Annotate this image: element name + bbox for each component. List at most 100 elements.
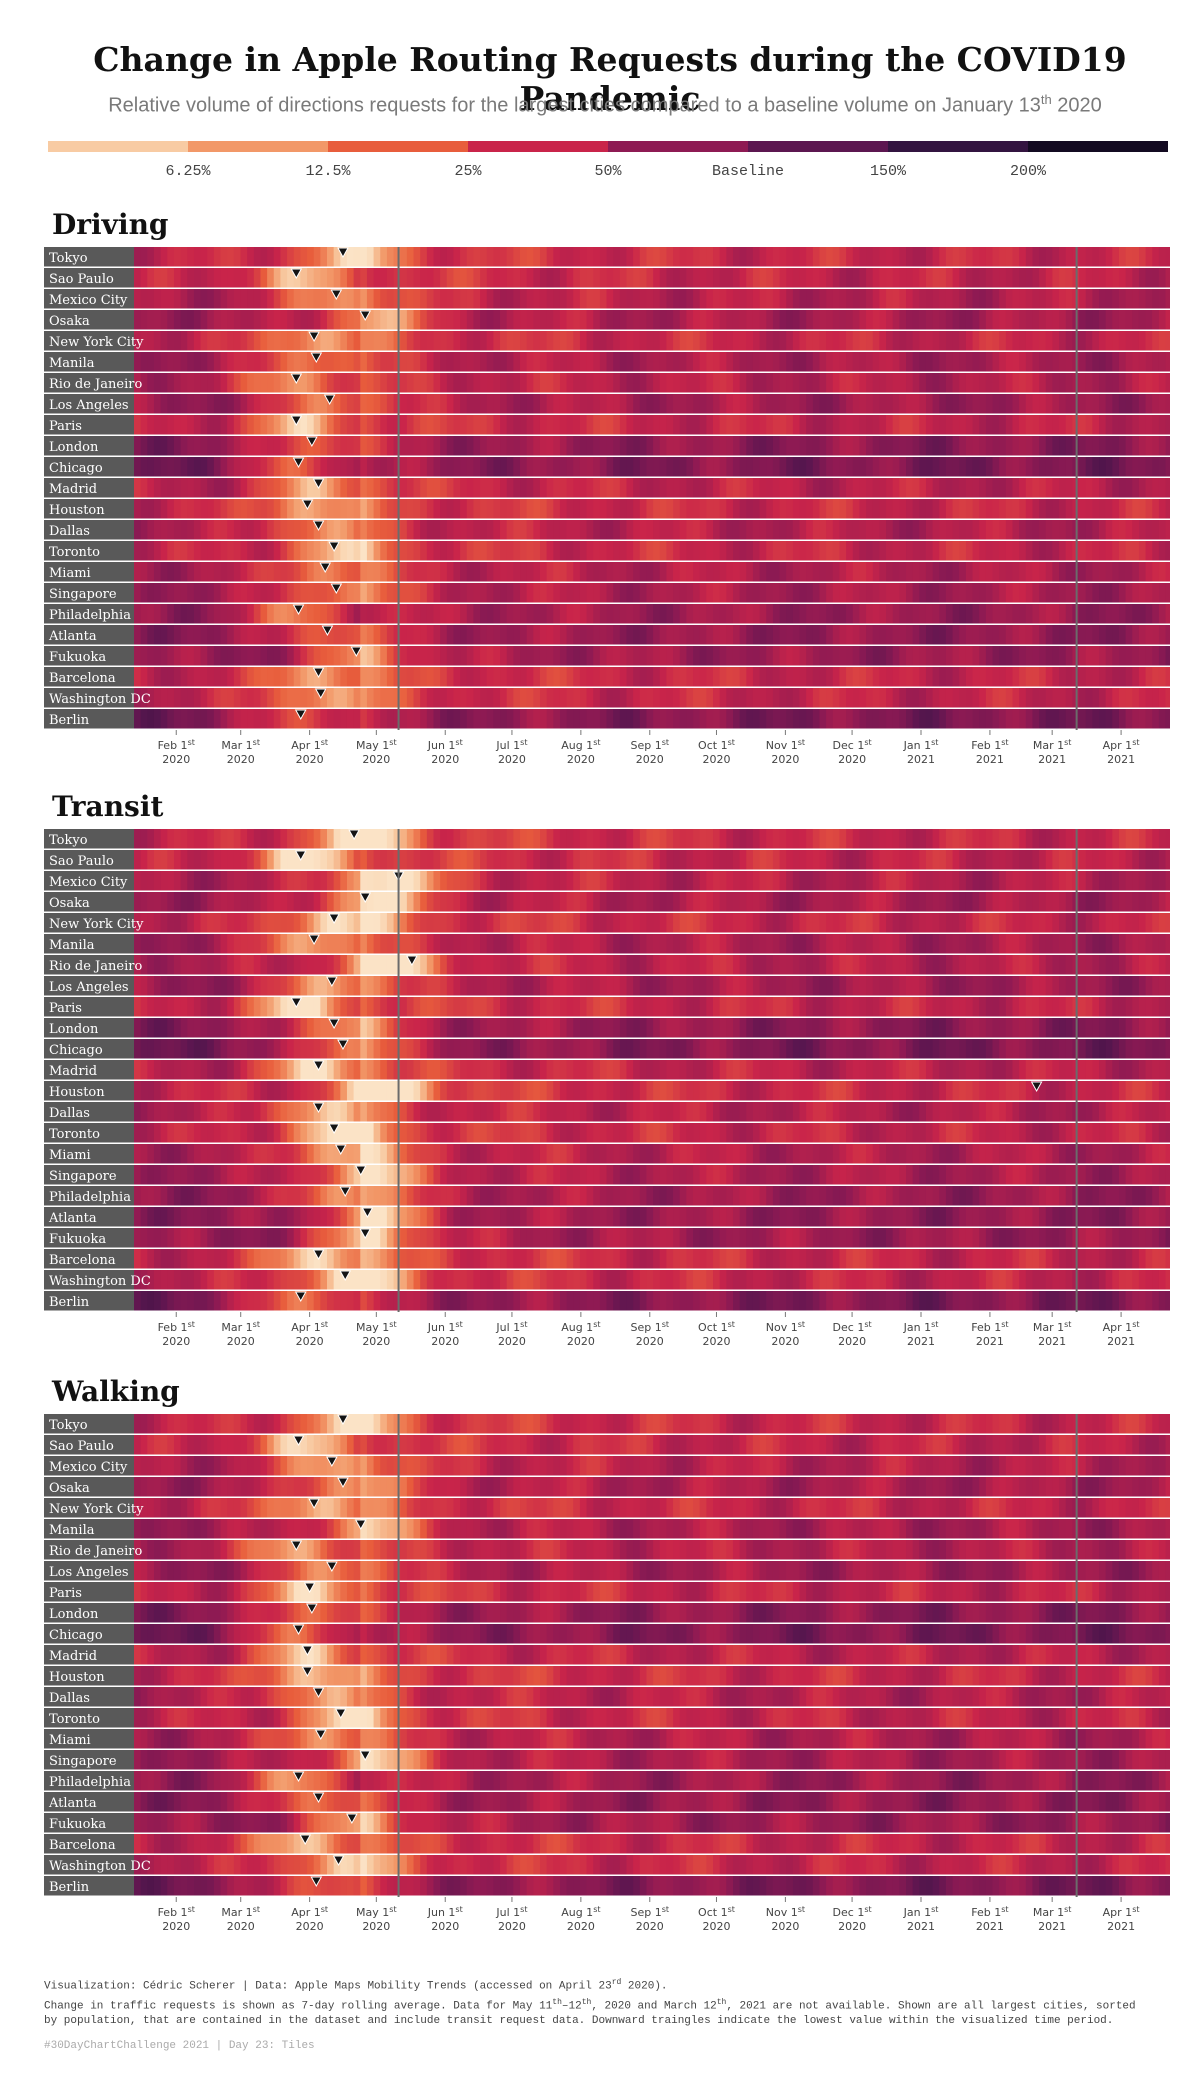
- heatmap-cell: [1085, 478, 1093, 498]
- heatmap-cell: [506, 562, 514, 582]
- heatmap-cell: [732, 352, 741, 372]
- heatmap-cell: [1152, 583, 1160, 603]
- heatmap-cell: [919, 850, 927, 870]
- heatmap-cell: [500, 871, 508, 891]
- heatmap-cell: [1019, 520, 1027, 540]
- heatmap-cell: [892, 457, 900, 477]
- heatmap-cell: [267, 394, 275, 414]
- heatmap-cell: [566, 667, 574, 687]
- heatmap-cell: [539, 247, 548, 267]
- heatmap-cell: [826, 520, 834, 540]
- heatmap-cell: [526, 688, 534, 708]
- heatmap-cell: [446, 541, 455, 561]
- heatmap-cell: [952, 310, 960, 330]
- heatmap-cell: [806, 310, 814, 330]
- heatmap-cell: [233, 268, 242, 288]
- heatmap-cell: [346, 310, 355, 330]
- heatmap-cell: [140, 583, 148, 603]
- heatmap-cell: [579, 394, 588, 414]
- heatmap-cell: [979, 892, 987, 912]
- heatmap-cell: [200, 850, 208, 870]
- heatmap-cell: [293, 310, 301, 330]
- heatmap-cell: [786, 331, 794, 351]
- heatmap-cell: [506, 520, 514, 540]
- heatmap-cell: [992, 268, 1000, 288]
- heatmap-cell: [1158, 829, 1167, 849]
- heatmap-cell: [839, 352, 847, 372]
- heatmap-cell: [1125, 394, 1133, 414]
- heatmap-cell: [886, 415, 894, 435]
- heatmap-cell: [1045, 562, 1054, 582]
- heatmap-cell: [899, 667, 907, 687]
- heatmap-cell: [586, 562, 594, 582]
- heatmap-cell: [480, 913, 488, 933]
- heatmap-cell: [313, 709, 321, 729]
- heatmap-cell: [140, 289, 148, 309]
- heatmap-cell: [959, 394, 967, 414]
- heatmap-cell: [207, 667, 215, 687]
- heatmap-cell: [666, 310, 674, 330]
- heatmap-cell: [766, 646, 774, 666]
- heatmap-cell: [1085, 913, 1093, 933]
- heatmap-cell: [346, 913, 355, 933]
- heatmap-cell: [586, 892, 594, 912]
- row-label: Tokyo: [49, 833, 88, 848]
- heatmap-cell: [1158, 310, 1167, 330]
- heatmap-cell: [959, 268, 967, 288]
- heatmap-cell: [886, 373, 894, 393]
- heatmap-cell: [200, 352, 208, 372]
- heatmap-cell: [906, 688, 914, 708]
- heatmap-cell: [213, 310, 222, 330]
- row-label-bg: [44, 268, 134, 288]
- heatmap-cell: [1012, 562, 1020, 582]
- heatmap-cell: [233, 499, 242, 519]
- heatmap-cell: [1112, 583, 1120, 603]
- heatmap-cell: [593, 331, 601, 351]
- heatmap-cell: [327, 955, 335, 975]
- x-tick-label: Apr 1st: [1103, 738, 1140, 752]
- heatmap-cell: [134, 331, 142, 351]
- heatmap-cell: [573, 289, 581, 309]
- heatmap-cell: [346, 829, 355, 849]
- heatmap-cell: [1012, 310, 1020, 330]
- heatmap-cell: [925, 415, 934, 435]
- x-tick-year: 2020: [362, 753, 390, 766]
- heatmap-cell: [972, 373, 980, 393]
- heatmap-cell: [952, 583, 960, 603]
- heatmap-cell: [713, 913, 721, 933]
- heatmap-cell: [267, 436, 275, 456]
- heatmap-cell: [253, 436, 262, 456]
- heatmap-cell: [626, 625, 634, 645]
- heatmap-cell: [500, 583, 508, 603]
- legend-label: 12.5%: [305, 163, 351, 180]
- heatmap-cell: [779, 415, 787, 435]
- heatmap-cell: [446, 520, 455, 540]
- heatmap-cell: [1138, 247, 1147, 267]
- heatmap-cell: [473, 352, 481, 372]
- heatmap-cell: [240, 976, 248, 996]
- heatmap-cell: [526, 625, 534, 645]
- heatmap-cell: [1158, 352, 1167, 372]
- heatmap-cell: [639, 562, 648, 582]
- heatmap-cell: [207, 913, 215, 933]
- heatmap-cell: [1045, 457, 1054, 477]
- heatmap-cell: [134, 646, 142, 666]
- heatmap-cell: [200, 436, 208, 456]
- heatmap-cell: [792, 373, 801, 393]
- heatmap-cell: [1085, 520, 1093, 540]
- heatmap-cell: [386, 625, 395, 645]
- heatmap-cell: [546, 373, 554, 393]
- heatmap-cell: [1052, 871, 1060, 891]
- heatmap-cell: [473, 499, 481, 519]
- heatmap-cell: [1025, 436, 1034, 456]
- heatmap-cell: [606, 667, 614, 687]
- heatmap-cell: [586, 247, 594, 267]
- heatmap-cell: [872, 394, 880, 414]
- heatmap-cell: [606, 976, 614, 996]
- heatmap-cell: [486, 976, 494, 996]
- heatmap-cell: [1045, 499, 1054, 519]
- heatmap-cell: [380, 709, 388, 729]
- heatmap-cell: [786, 688, 794, 708]
- heatmap-cell: [267, 829, 275, 849]
- x-tick-label: Feb 1st: [971, 738, 1008, 752]
